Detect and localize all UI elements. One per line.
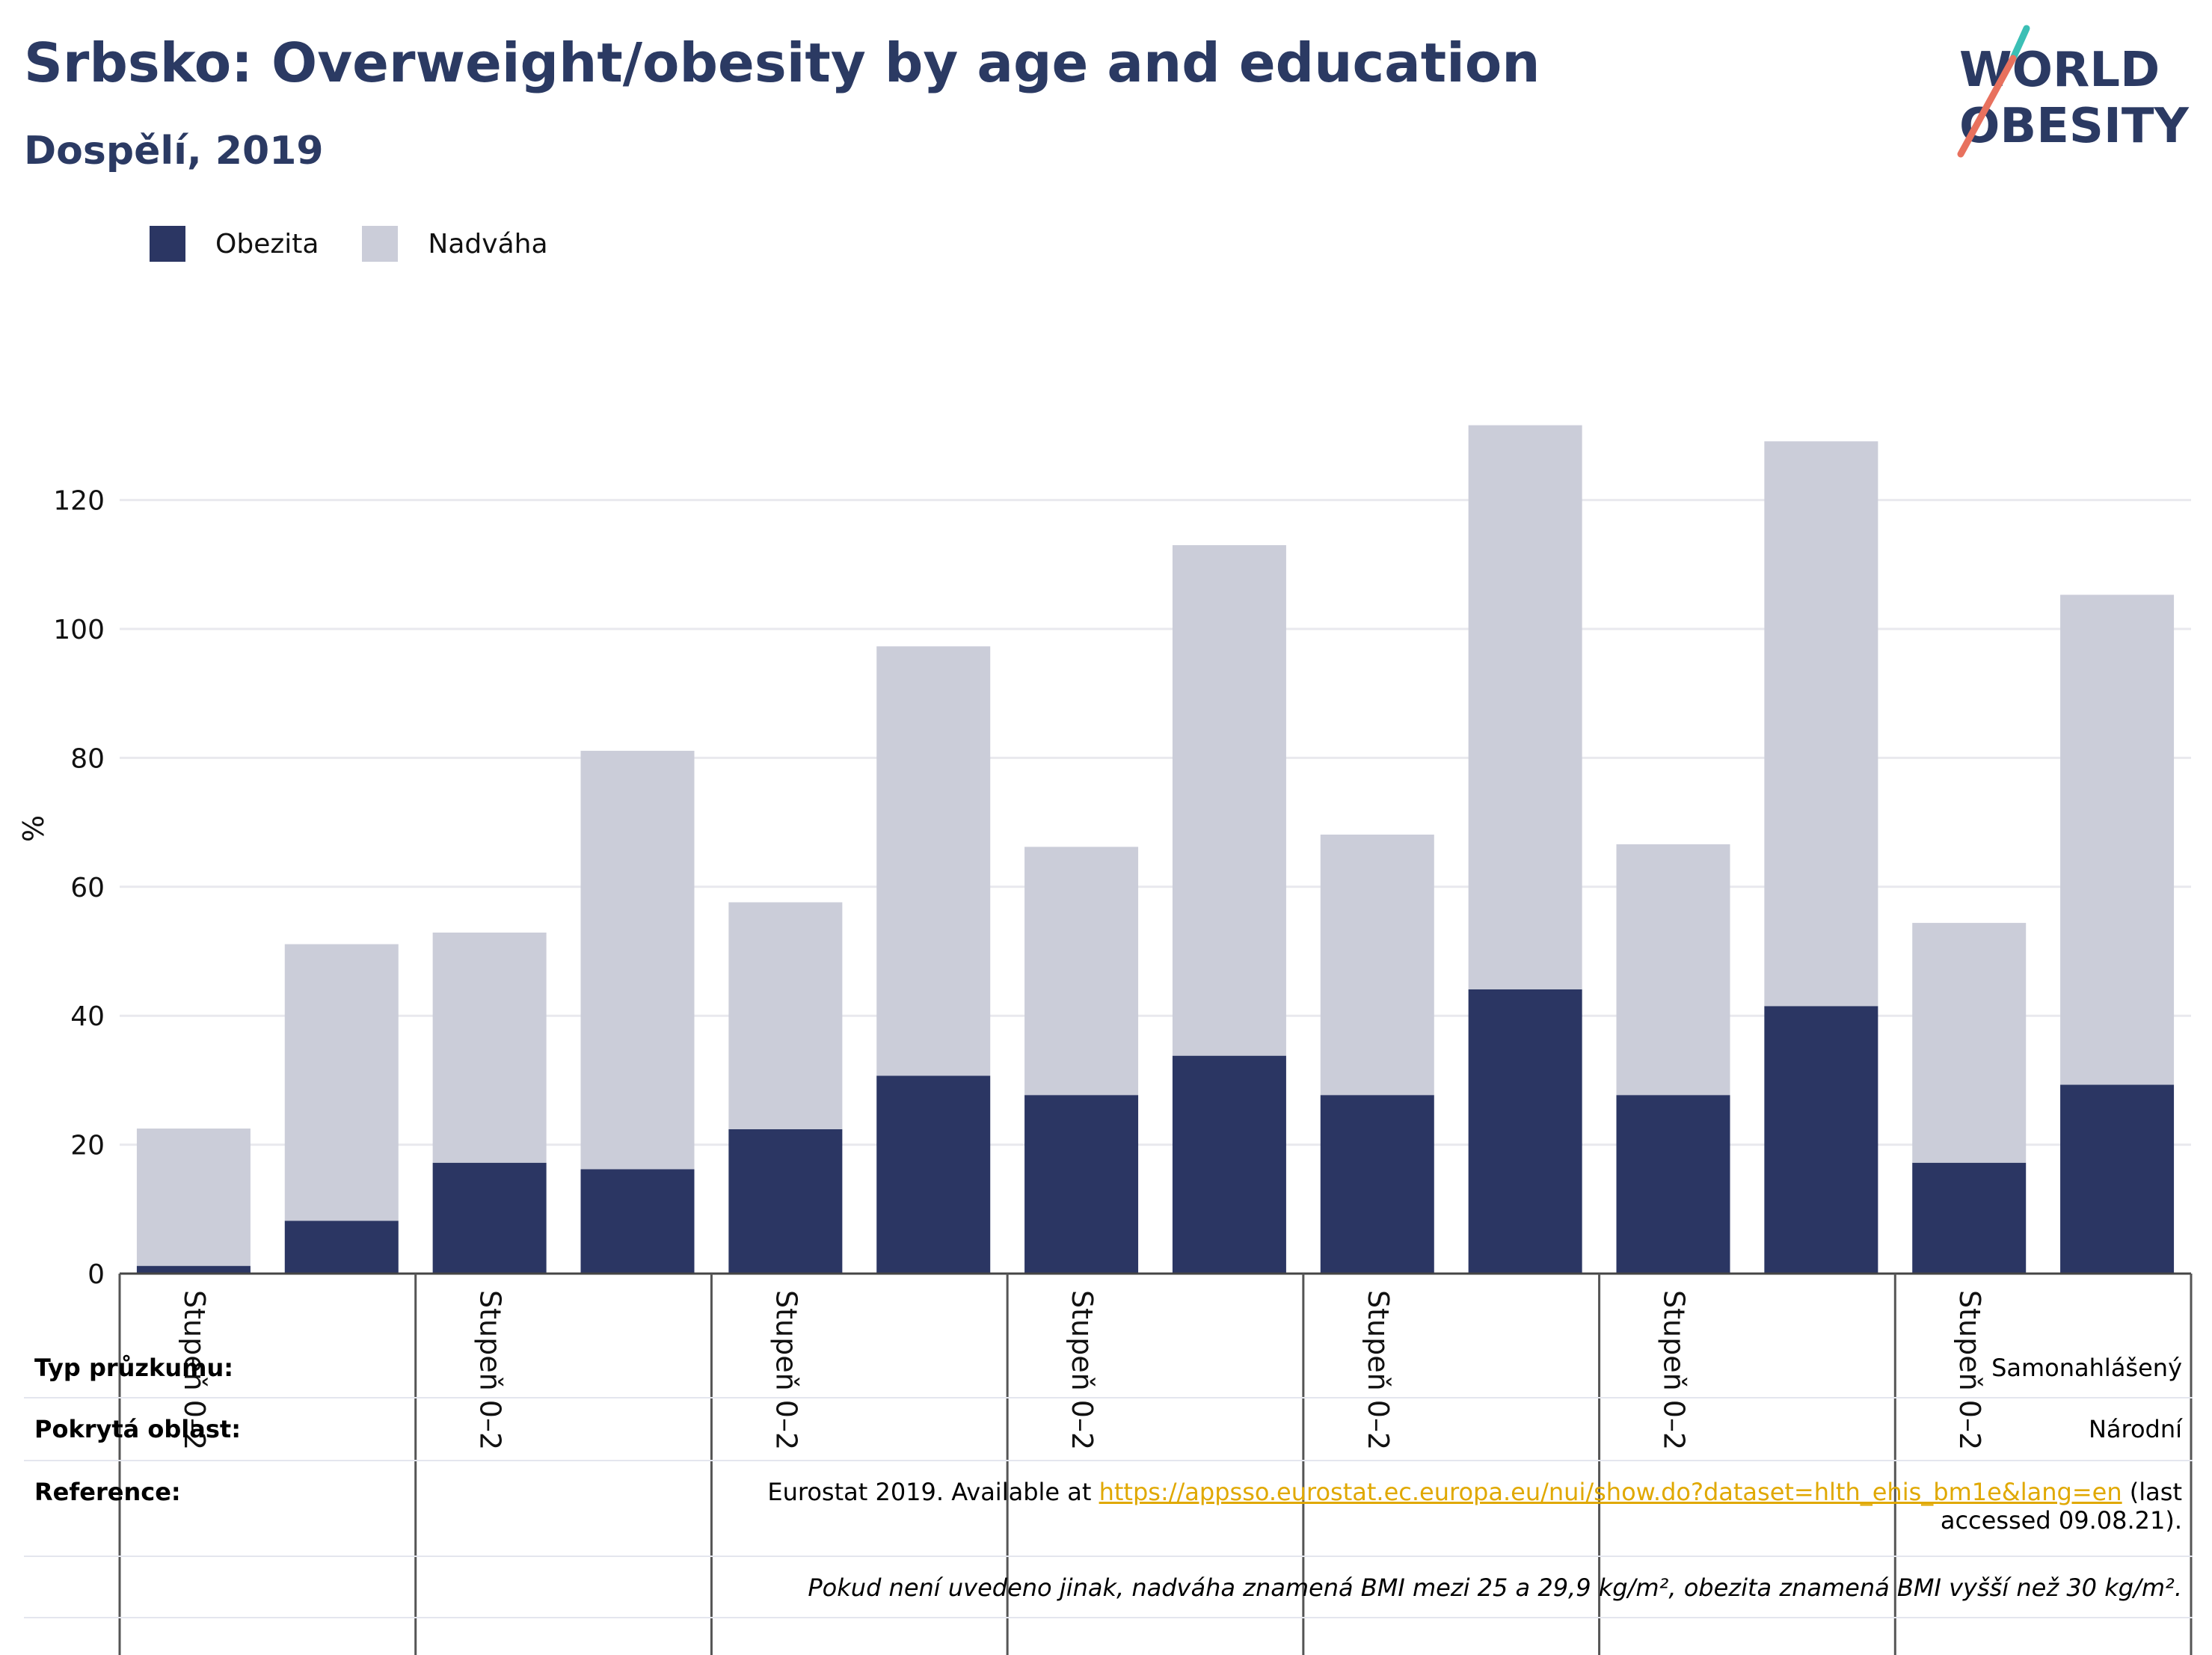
bar-nadvaha <box>1764 441 1878 1007</box>
bar-obezita <box>1172 1055 1286 1274</box>
bar-nadvaha <box>580 750 695 1170</box>
reference-suffix: (last accessed 09.08.21). <box>1940 1478 2182 1535</box>
y-tick-label: 80 <box>70 743 105 774</box>
info-row-note: Pokud není uvedeno jinak, nadváha znamen… <box>24 1557 2193 1618</box>
x-group-label: Stupeň 0–2 <box>1658 1290 1691 1450</box>
bar-nadvaha <box>136 1129 251 1266</box>
bar-nadvaha <box>1912 923 2027 1163</box>
world-obesity-logo: WORLD OBESITY <box>1957 25 2189 158</box>
area-label: Pokrytá oblast: <box>34 1415 241 1443</box>
bar-obezita <box>1764 1006 1878 1274</box>
y-tick-label: 20 <box>70 1131 105 1161</box>
y-tick-label: 100 <box>53 615 105 645</box>
bars <box>136 425 2175 1274</box>
legend-label-overweight: Nadváha <box>428 228 548 260</box>
y-tick-label: 40 <box>70 1001 105 1032</box>
definition-note: Pokud není uvedeno jinak, nadváha znamen… <box>808 1573 2182 1602</box>
x-group-label: Stupeň 0–2 <box>769 1290 802 1450</box>
bar-obezita <box>1912 1162 2027 1274</box>
bar-nadvaha <box>2060 595 2175 1085</box>
bar-nadvaha <box>1172 544 1286 1056</box>
x-group-label: Stupeň 0–2 <box>474 1290 507 1450</box>
x-group-label: Stupeň 0–2 <box>1362 1290 1395 1450</box>
bar-obezita <box>580 1169 695 1274</box>
bar-obezita <box>136 1265 251 1274</box>
area-value: Národní <box>2088 1415 2182 1443</box>
y-axis-label: % <box>17 815 50 842</box>
bar-obezita <box>876 1075 991 1274</box>
reference-prefix: Eurostat 2019. Available at <box>767 1478 1099 1506</box>
survey-type-label: Typ průzkumu: <box>34 1354 234 1382</box>
bar-obezita <box>1024 1095 1139 1274</box>
y-tick-label: 0 <box>87 1259 105 1290</box>
reference-label: Reference: <box>34 1478 181 1506</box>
chart-legend: Obezita Nadváha <box>150 223 592 265</box>
logo-text-obesity: OBESITY <box>1959 99 2189 154</box>
bar-nadvaha <box>432 933 547 1163</box>
bar-obezita <box>2060 1084 2175 1274</box>
x-group-label: Stupeň 0–2 <box>1066 1290 1099 1450</box>
bar-obezita <box>432 1162 547 1274</box>
bar-obezita <box>728 1129 843 1274</box>
legend-label-obesity: Obezita <box>215 228 319 260</box>
gridlines <box>120 499 2191 1146</box>
bar-obezita <box>1468 989 1582 1274</box>
bar-nadvaha <box>284 944 399 1221</box>
bar-obezita <box>1616 1095 1730 1274</box>
chart-title: Srbsko: Overweight/obesity by age and ed… <box>24 31 1540 94</box>
bar-nadvaha <box>1468 425 1582 989</box>
legend-swatch-overweight <box>362 226 399 262</box>
legend-item-overweight[interactable]: Nadváha <box>362 226 548 262</box>
survey-type-value: Samonahlášený <box>1991 1354 2182 1382</box>
bar-nadvaha <box>728 902 843 1129</box>
bar-obezita <box>284 1220 399 1274</box>
legend-item-obesity[interactable]: Obezita <box>150 226 319 262</box>
x-group-label: Stupeň 0–2 <box>178 1290 211 1450</box>
bar-nadvaha <box>876 646 991 1076</box>
reference-value: Eurostat 2019. Available at https://apps… <box>686 1478 2182 1535</box>
legend-swatch-obesity <box>150 226 185 262</box>
logo-teal-stroke <box>2009 25 2030 62</box>
bar-nadvaha <box>1024 847 1139 1096</box>
bar-nadvaha <box>1616 844 1730 1096</box>
info-row-area: Pokrytá oblast: Národní <box>24 1398 2193 1461</box>
bar-nadvaha <box>1320 834 1434 1096</box>
axes: 0 20 40 60 80 100 120 Stupeň 0–2 Stupeň 0–2 Stupe… <box>53 486 2193 1655</box>
info-table: Typ průzkumu: Samonahlášený Pokrytá obla… <box>24 1337 2193 1618</box>
reference-link[interactable]: https://appsso.eurostat.ec.europa.eu/nui… <box>1099 1478 2122 1506</box>
chart-subtitle: Dospělí, 2019 <box>24 129 324 174</box>
info-row-reference: Reference: Eurostat 2019. Available at h… <box>24 1461 2193 1557</box>
y-tick-label: 60 <box>70 873 105 903</box>
x-group-label: Stupeň 0–2 <box>1953 1290 1986 1450</box>
info-row-survey-type: Typ průzkumu: Samonahlášený <box>24 1337 2193 1398</box>
y-tick-label: 120 <box>53 486 105 517</box>
logo-coral-stroke <box>1957 55 2017 158</box>
bar-obezita <box>1320 1095 1434 1274</box>
